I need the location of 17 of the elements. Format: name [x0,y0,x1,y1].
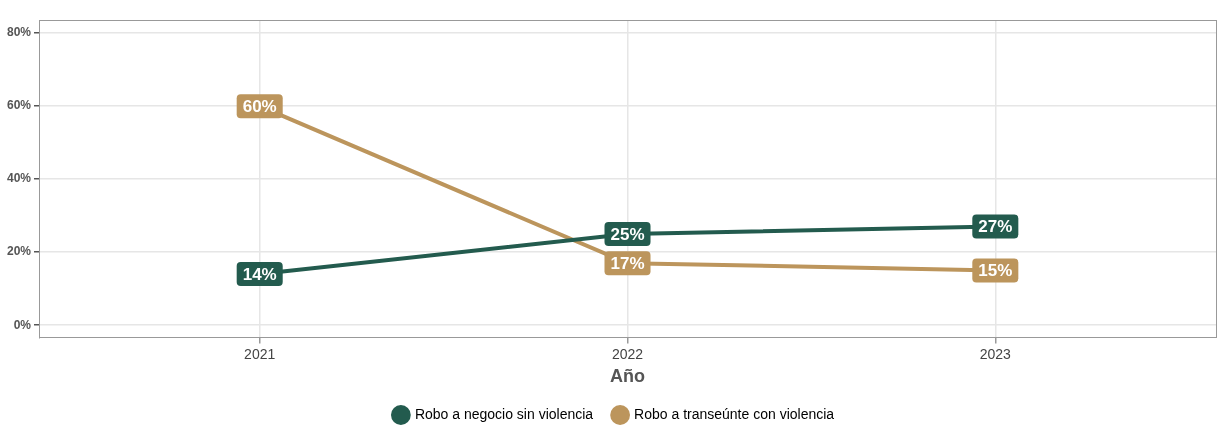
data-label: 15% [978,261,1013,281]
y-tick-label: 40% [6,171,32,186]
legend-label: Robo a transeúnte con violencia [634,405,835,422]
x-axis-title: Año [610,366,646,387]
y-tick-label: 0% [13,317,32,332]
data-label: 60% [242,96,277,116]
y-tick-label: 60% [6,98,32,113]
x-tick-label: 2023 [979,345,1012,362]
x-tick-label: 2022 [611,345,644,362]
data-label: 14% [242,264,277,284]
data-label: 27% [978,217,1013,237]
x-tick-label: 2021 [244,345,276,362]
data-label: 17% [610,253,645,273]
y-tick-label: 20% [6,244,32,259]
legend-label: Robo a negocio sin violencia [414,405,594,422]
y-tick-label: 80% [6,25,32,40]
data-label: 25% [610,224,645,244]
